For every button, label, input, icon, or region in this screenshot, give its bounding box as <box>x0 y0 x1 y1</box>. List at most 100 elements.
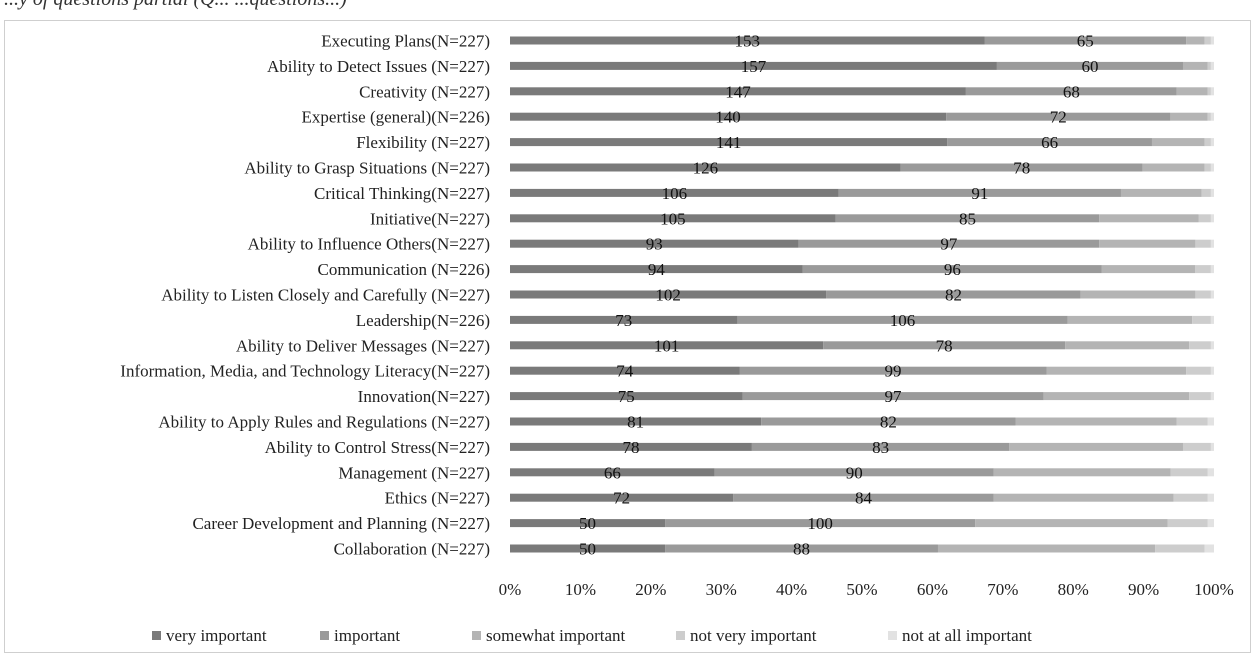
bar-segment-not-at-all-important <box>1210 188 1214 197</box>
bar-segment-somewhat-important <box>993 468 1171 477</box>
bar-segment-not-very-important <box>1195 290 1211 299</box>
bar-segment-not-at-all-important <box>1210 138 1214 147</box>
bar-segment-not-at-all-important <box>1207 493 1214 502</box>
data-label: 72 <box>613 489 630 508</box>
data-label: 68 <box>1063 82 1080 101</box>
category-label: Ability to Deliver Messages (N=227) <box>236 336 490 355</box>
bar-segment-very-important <box>510 163 901 172</box>
legend-swatch <box>676 631 685 640</box>
bar-segment-not-at-all-important <box>1210 239 1214 248</box>
bar-segment-somewhat-important <box>993 493 1174 502</box>
chart-frame <box>4 20 1251 653</box>
bar-segment-somewhat-important <box>1120 188 1202 197</box>
bar-segment-not-very-important <box>1207 112 1211 121</box>
bar-segment-somewhat-important <box>1046 366 1187 375</box>
bar-segment-important <box>826 290 1081 299</box>
legend-label: very important <box>166 626 267 645</box>
data-label: 96 <box>944 260 961 279</box>
data-label: 83 <box>872 438 889 457</box>
data-label: 50 <box>579 514 596 533</box>
bar-segment-very-important <box>510 468 715 477</box>
data-label: 66 <box>604 463 621 482</box>
bar-segment-very-important <box>510 61 997 70</box>
data-label: 78 <box>936 336 953 355</box>
bar-segment-important <box>798 239 1100 248</box>
bar-segment-important <box>761 417 1016 426</box>
bar-segment-somewhat-important <box>1170 112 1208 121</box>
category-label: Expertise (general)(N=226) <box>302 108 490 127</box>
bar-segment-important <box>665 544 938 553</box>
bar-segment-somewhat-important <box>975 519 1168 528</box>
category-label: Ability to Detect Issues (N=227) <box>267 57 490 76</box>
x-tick-label: 70% <box>987 580 1018 599</box>
bar-segment-not-at-all-important <box>1207 417 1214 426</box>
data-label: 85 <box>959 209 976 228</box>
bar-segment-not-at-all-important <box>1210 315 1214 324</box>
bar-segment-very-important <box>510 544 666 553</box>
bar-segment-important <box>742 392 1044 401</box>
figure-caption: ...y of questions partial (Q... ...quest… <box>4 0 347 11</box>
data-label: 126 <box>693 159 719 178</box>
bar-segment-not-at-all-important <box>1204 544 1214 553</box>
bar-segment-important <box>984 36 1187 45</box>
bars-layer <box>510 36 1214 553</box>
bar-segment-not-very-important <box>1195 265 1211 274</box>
bar-segment-not-at-all-important <box>1207 519 1214 528</box>
data-label: 65 <box>1077 32 1094 51</box>
bar-segment-important <box>751 442 1010 451</box>
bar-segment-somewhat-important <box>1067 315 1193 324</box>
bar-segment-very-important <box>510 36 985 45</box>
legend-label: important <box>334 626 400 645</box>
legend-swatch <box>320 631 329 640</box>
data-label: 50 <box>579 540 596 559</box>
legend-label: not very important <box>690 626 817 645</box>
data-label: 75 <box>618 387 635 406</box>
bar-segment-not-very-important <box>1207 87 1211 96</box>
category-label: Ethics (N=227) <box>385 489 490 508</box>
category-label: Ability to Control Stress(N=227) <box>265 438 490 457</box>
bar-segment-somewhat-important <box>1186 36 1205 45</box>
data-label: 153 <box>735 32 761 51</box>
bar-segment-important <box>946 112 1171 121</box>
bar-segment-very-important <box>510 290 827 299</box>
bar-segment-very-important <box>510 341 824 350</box>
bar-segment-not-at-all-important <box>1207 468 1214 477</box>
category-label: Leadership(N=226) <box>356 311 490 330</box>
data-label: 73 <box>615 311 632 330</box>
data-label: 78 <box>622 438 639 457</box>
data-label: 106 <box>890 311 916 330</box>
category-label: Initiative(N=227) <box>370 209 490 228</box>
data-label: 97 <box>885 387 903 406</box>
category-label: Ability to Listen Closely and Carefully … <box>161 286 490 305</box>
category-label: Ability to Influence Others(N=227) <box>248 235 490 254</box>
bar-segment-very-important <box>510 239 799 248</box>
bar-segment-important <box>838 188 1121 197</box>
bar-segment-important <box>733 493 994 502</box>
bar-segment-not-very-important <box>1173 493 1208 502</box>
category-label: Collaboration (N=227) <box>334 540 490 559</box>
data-label: 157 <box>741 57 767 76</box>
bar-segment-somewhat-important <box>1142 163 1205 172</box>
bar-segment-important <box>737 315 1068 324</box>
bar-segment-important <box>714 468 994 477</box>
data-label: 93 <box>646 235 663 254</box>
bar-segment-somewhat-important <box>1099 239 1196 248</box>
category-label: Creativity (N=227) <box>359 82 490 101</box>
bar-segment-not-very-important <box>1170 468 1208 477</box>
bar-segment-not-very-important <box>1189 392 1211 401</box>
bar-segment-somewhat-important <box>1182 61 1208 70</box>
category-label: Flexibility (N=227) <box>356 133 490 152</box>
bar-segment-important <box>739 366 1047 375</box>
bar-segment-not-at-all-important <box>1210 163 1214 172</box>
category-label: Innovation(N=227) <box>358 387 490 406</box>
bar-segment-very-important <box>510 112 947 121</box>
bar-segment-very-important <box>510 214 836 223</box>
bar-segment-somewhat-important <box>1099 214 1199 223</box>
bar-segment-somewhat-important <box>1015 417 1177 426</box>
bar-segment-not-very-important <box>1198 214 1211 223</box>
data-label: 88 <box>793 540 810 559</box>
bar-segment-not-very-important <box>1155 544 1205 553</box>
bar-segment-very-important <box>510 442 752 451</box>
bar-segment-not-very-important <box>1167 519 1208 528</box>
bar-segment-very-important <box>510 519 666 528</box>
